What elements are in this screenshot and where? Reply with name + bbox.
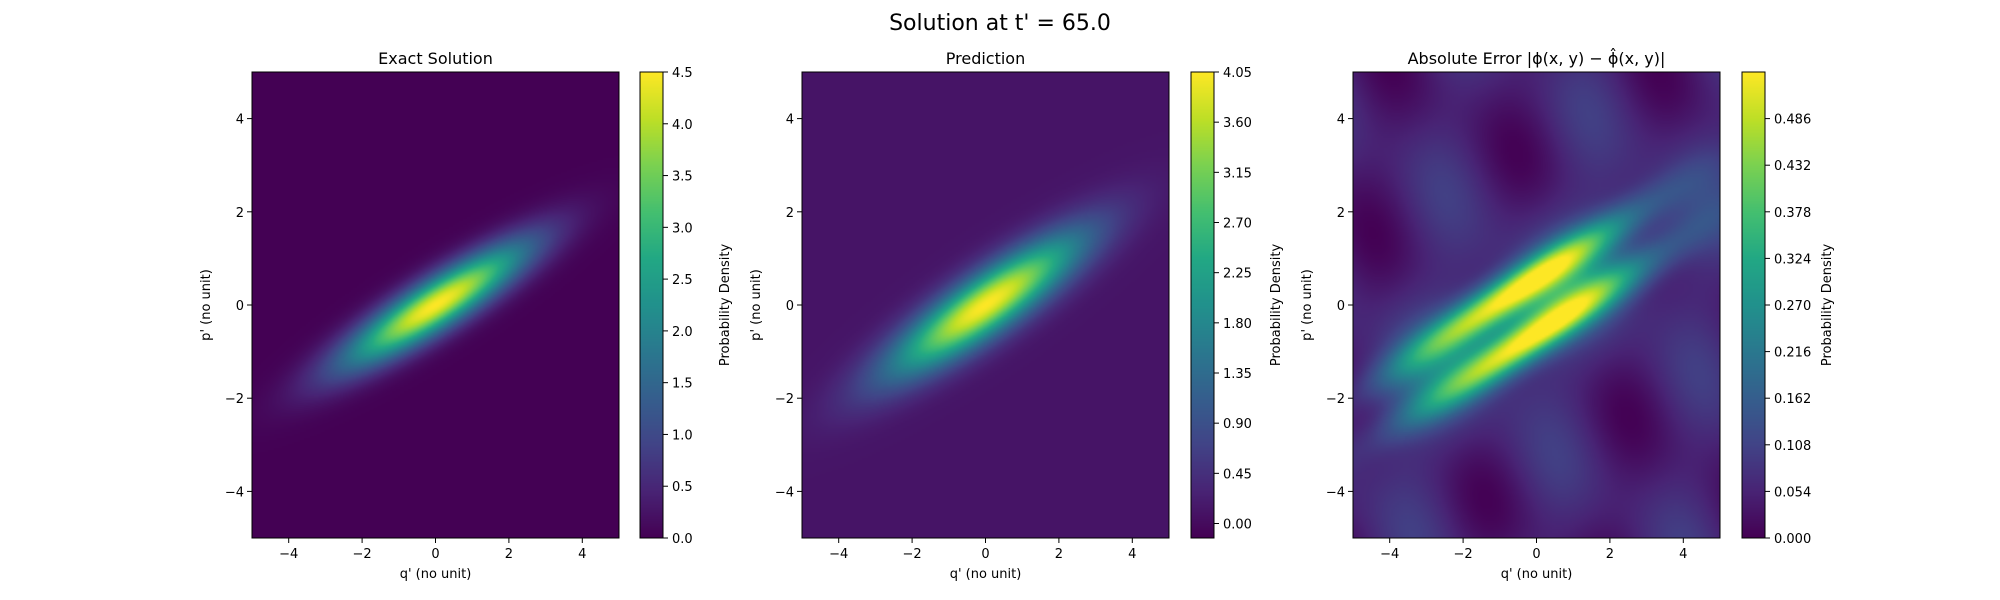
x-tick-label: 4 <box>578 547 586 562</box>
y-axis-label: p' (no unit) <box>1300 269 1315 341</box>
colorbar-tick-label: 0.00 <box>1223 518 1252 533</box>
y-tick-label: 2 <box>1337 206 1345 221</box>
x-tick-label: 2 <box>505 547 513 562</box>
x-tick-label: 4 <box>1679 547 1687 562</box>
colorbar-label: Probability Density <box>718 244 733 367</box>
y-tick-label: 0 <box>236 299 244 314</box>
colorbar-tick-label: 1.0 <box>672 428 693 443</box>
y-tick-label: −4 <box>225 485 244 500</box>
y-tick-label: 0 <box>1337 299 1345 314</box>
colorbar-tick-label: 4.05 <box>1223 66 1252 81</box>
x-tick-label: 4 <box>1128 547 1136 562</box>
colorbar-label: Probability Density <box>1269 244 1284 367</box>
y-tick-label: −2 <box>1326 392 1345 407</box>
colorbar-frame <box>639 71 664 539</box>
y-tick-label: 4 <box>1337 113 1345 128</box>
colorbar-tick-label: 1.35 <box>1223 367 1252 382</box>
y-axis-label: p' (no unit) <box>199 269 214 341</box>
colorbar-tick-label: 0.45 <box>1223 467 1252 482</box>
x-tick-label: −4 <box>1380 547 1399 562</box>
heatmap-image <box>802 72 1169 538</box>
heatmap-image <box>252 72 619 538</box>
colorbar-frame <box>1190 71 1215 539</box>
panel-title: Absolute Error |ϕ(x, y) − ϕ̂(x, y)| <box>1408 48 1666 68</box>
colorbar-tick-label: 3.15 <box>1223 166 1252 181</box>
x-tick-label: −2 <box>1454 547 1473 562</box>
colorbar-tick-label: 0.270 <box>1774 299 1811 314</box>
colorbar-tick-label: 0.5 <box>672 480 693 495</box>
colorbar-tick-label: 2.70 <box>1223 217 1252 232</box>
colorbar-tick-label: 2.25 <box>1223 267 1252 282</box>
colorbar-tick-label: 0.324 <box>1774 252 1811 267</box>
colorbar-tick-label: 0.90 <box>1223 417 1252 432</box>
panel-3: Absolute Error |ϕ(x, y) − ϕ̂(x, y)| −4 −2 0… <box>1300 48 1835 582</box>
x-tick-label: −2 <box>353 547 372 562</box>
y-tick-label: −2 <box>775 392 794 407</box>
x-axis-label: q' (no unit) <box>950 567 1022 582</box>
x-tick-label: 2 <box>1606 547 1614 562</box>
colorbar-tick-label: 0.432 <box>1774 159 1811 174</box>
colorbar-tick-label: 0.486 <box>1774 113 1811 128</box>
colorbar-tick-label: 0.162 <box>1774 392 1811 407</box>
colorbar-label: Probability Density <box>1820 244 1835 367</box>
panel-title: Prediction <box>946 49 1025 68</box>
y-tick-label: −2 <box>225 392 244 407</box>
colorbar-tick-label: 3.60 <box>1223 116 1252 131</box>
colorbar <box>1191 72 1214 538</box>
y-tick-label: 4 <box>236 113 244 128</box>
x-tick-label: 0 <box>981 547 989 562</box>
x-axis-label: q' (no unit) <box>400 567 472 582</box>
colorbar-tick-label: 3.5 <box>672 170 693 185</box>
heatmap-image <box>1353 72 1720 538</box>
colorbar-tick-label: 1.5 <box>672 377 693 392</box>
y-tick-label: 4 <box>786 113 794 128</box>
panel-2: Prediction −4 −2 0 2 4 −4 −2 0 2 4 q' (no unit) p' (… <box>749 49 1284 582</box>
y-tick-label: 2 <box>236 206 244 221</box>
colorbar-tick-label: 0.216 <box>1774 346 1811 361</box>
colorbar-tick-label: 4.0 <box>672 118 693 133</box>
colorbar-tick-label: 3.0 <box>672 221 693 236</box>
colorbar <box>1742 72 1765 538</box>
x-tick-label: −4 <box>279 547 298 562</box>
panel-title: Exact Solution <box>378 49 493 68</box>
x-tick-label: 2 <box>1055 547 1063 562</box>
colorbar-tick-label: 1.80 <box>1223 317 1252 332</box>
y-tick-label: −4 <box>1326 485 1345 500</box>
colorbar-tick-label: 0.000 <box>1774 532 1811 547</box>
colorbar-tick-label: 4.5 <box>672 66 693 81</box>
x-tick-label: 0 <box>431 547 439 562</box>
x-axis-label: q' (no unit) <box>1501 567 1573 582</box>
colorbar-tick-label: 0.0 <box>672 532 693 547</box>
colorbar-tick-label: 0.054 <box>1774 485 1811 500</box>
colorbar-tick-label: 0.108 <box>1774 439 1811 454</box>
y-tick-label: 0 <box>786 299 794 314</box>
y-axis-label: p' (no unit) <box>749 269 764 341</box>
y-tick-label: 2 <box>786 206 794 221</box>
x-tick-label: −2 <box>903 547 922 562</box>
panel-1: Exact Solution −4 −2 0 2 4 −4 −2 0 2 4 q' (no unit)… <box>199 49 733 582</box>
figure-suptitle: Solution at t' = 65.0 <box>889 11 1111 36</box>
y-tick-label: −4 <box>775 485 794 500</box>
colorbar-tick-label: 2.0 <box>672 325 693 340</box>
colorbar-tick-label: 0.378 <box>1774 206 1811 221</box>
x-tick-label: 0 <box>1532 547 1540 562</box>
x-tick-label: −4 <box>829 547 848 562</box>
colorbar <box>640 72 663 538</box>
colorbar-tick-label: 2.5 <box>672 273 693 288</box>
